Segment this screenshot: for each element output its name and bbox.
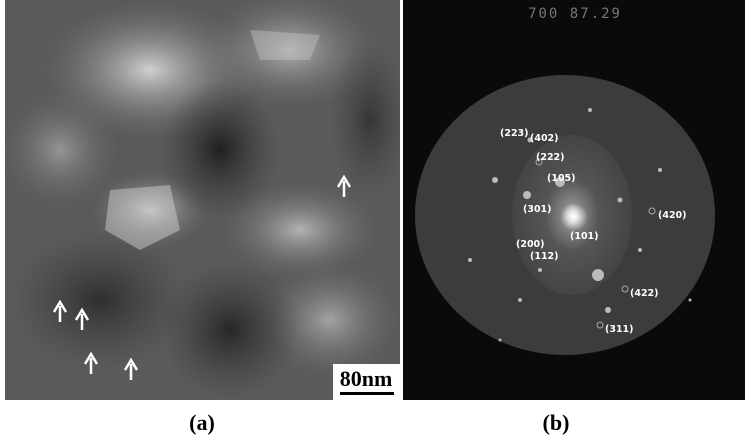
panel-label: (b) xyxy=(543,410,570,435)
spot-label: (420) xyxy=(658,210,687,221)
figure: 80nm 700 87.29 (223) (402) (222) (105) (… xyxy=(0,0,747,438)
spot-label: (105) xyxy=(547,173,576,184)
scale-bar xyxy=(340,392,394,395)
spot-label: (112) xyxy=(530,251,559,262)
scale-bar-label: 80nm xyxy=(340,366,393,391)
spot-label: (422) xyxy=(630,288,659,299)
spot-label: (301) xyxy=(523,204,552,215)
spot-label: (223) xyxy=(500,128,529,139)
spot-label: (311) xyxy=(605,324,634,335)
micrograph: 80nm xyxy=(0,0,410,400)
diffraction-pattern: 700 87.29 (223) (402) (222) (105) (301) … xyxy=(403,0,745,400)
spot-label: (222) xyxy=(536,152,565,163)
panel-label: (a) xyxy=(189,410,215,435)
spot-label: (101) xyxy=(570,231,599,242)
spot-label: (402) xyxy=(530,133,559,144)
header: 700 87.29 xyxy=(528,6,622,22)
spot-label: (200) xyxy=(516,239,545,250)
